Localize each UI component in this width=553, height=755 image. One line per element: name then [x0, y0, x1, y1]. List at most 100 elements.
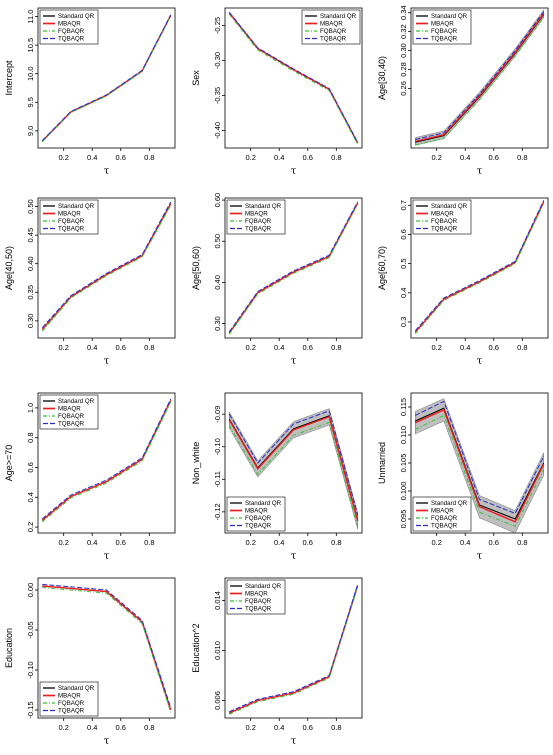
series-line-2 — [229, 586, 359, 715]
x-tick-label: 0.2 — [245, 343, 255, 352]
panel-7: 0.2 0.4 0.6 0.8 τ -0.09 -0.10 -0.11 -0.12 Non_whi… — [191, 392, 363, 562]
legend-label-3: TQBAQR — [58, 421, 85, 428]
series-line-2 — [41, 401, 172, 523]
panel-8: 0.2 0.4 0.6 0.8 τ 0.095 0.100 0.105 0.110 0.115 Un… — [377, 392, 549, 562]
y-tick-label: 0.4 — [399, 288, 408, 298]
x-tick-label: 0.2 — [431, 153, 441, 162]
y-tick-label: 0.110 — [399, 426, 408, 444]
y-axis-label: Age[40,50) — [4, 246, 14, 290]
y-tick-label: -0.10 — [26, 661, 35, 678]
x-tick-label: 0.2 — [58, 153, 68, 162]
plot-frame — [224, 577, 363, 719]
x-tick-label: 0.6 — [303, 538, 313, 547]
legend-label-3: TQBAQR — [245, 523, 272, 530]
plot-frame — [224, 7, 363, 149]
x-tick-label: 0.8 — [144, 538, 154, 547]
confidence-band — [229, 408, 358, 530]
series-line-3 — [41, 201, 172, 329]
legend-label-2: FQBAQR — [58, 28, 85, 35]
y-tick-label: 0.105 — [399, 454, 408, 473]
legend-label-0: Standard QR — [245, 500, 282, 507]
legend-label-2: FQBAQR — [245, 515, 272, 522]
legend-label-0: Standard QR — [320, 13, 357, 20]
y-tick-label: 0.6 — [26, 462, 35, 472]
x-tick-label: 0.8 — [144, 153, 154, 162]
y-tick-label: 0.60 — [213, 193, 222, 208]
legend-label-0: Standard QR — [245, 583, 282, 590]
legend-label-0: Standard QR — [431, 203, 468, 210]
x-tick-label: 0.2 — [58, 723, 68, 732]
legend-label-1: MBAQR — [245, 211, 268, 218]
legend-label-1: MBAQR — [58, 21, 81, 28]
x-tick-label: 0.8 — [517, 343, 527, 352]
legend-label-2: FQBAQR — [245, 218, 272, 225]
series-line-2 — [41, 15, 172, 143]
legend-label-1: MBAQR — [431, 211, 454, 218]
x-tick-label: 0.8 — [144, 343, 154, 352]
y-tick-label: 10.0 — [26, 66, 35, 81]
legend-label-0: Standard QR — [431, 13, 468, 20]
y-tick-label: 9.0 — [26, 126, 35, 136]
series-line-2 — [415, 17, 545, 146]
panel-4: 0.2 0.4 0.6 0.8 τ 0.30 0.40 0.50 0.60 Age[50,60) S… — [191, 193, 363, 367]
legend-label-1: MBAQR — [245, 591, 268, 598]
series-line-3 — [228, 11, 359, 143]
series-line-1 — [414, 201, 545, 333]
series-line-1 — [41, 203, 172, 330]
series-line-3 — [415, 11, 545, 140]
x-tick-label: 0.4 — [274, 538, 284, 547]
legend-label-0: Standard QR — [58, 203, 95, 210]
series-line-1 — [228, 415, 359, 522]
series-line-2 — [414, 203, 545, 334]
legend-label-2: FQBAQR — [58, 413, 85, 420]
x-tick-label: 0.4 — [87, 538, 97, 547]
x-tick-label: 0.6 — [116, 723, 126, 732]
panel-9: 0.2 0.4 0.6 0.8 τ -0.15 -0.10 -0.05 0.00 Educatio… — [4, 577, 176, 747]
legend-label-3: TQBAQR — [58, 708, 85, 715]
x-tick-label: 0.2 — [431, 343, 441, 352]
series-line-3 — [41, 14, 172, 141]
y-tick-label: 0.5 — [399, 258, 408, 268]
y-tick-label: 0.26 — [399, 81, 408, 96]
x-tick-label: 0.4 — [274, 153, 284, 162]
y-tick-label: 0.4 — [26, 492, 35, 502]
x-axis-label: τ — [477, 551, 483, 562]
x-tick-label: 0.6 — [303, 153, 313, 162]
series-line-2 — [42, 587, 172, 713]
series-line-1 — [41, 400, 172, 521]
y-tick-label: 0.30 — [26, 314, 35, 329]
legend-label-3: TQBAQR — [431, 36, 458, 43]
series-line-3 — [414, 200, 545, 332]
x-tick-label: 0.6 — [116, 343, 126, 352]
panel-6: 0.2 0.4 0.6 0.8 τ 0.2 0.4 0.6 0.8 1.0 Age>=70 Stand… — [4, 392, 176, 562]
x-axis-label: τ — [291, 356, 297, 367]
x-tick-label: 0.6 — [489, 538, 499, 547]
panel-5: 0.2 0.4 0.6 0.8 τ 0.3 0.4 0.5 0.6 0.7 Age[60,70) St… — [377, 197, 549, 367]
panel-10: 0.2 0.4 0.6 0.8 τ 0.006 0.010 0.014 Education^2 S… — [191, 577, 363, 747]
x-axis-label: τ — [477, 356, 483, 367]
y-tick-label: 0.115 — [399, 398, 408, 416]
x-tick-label: 0.6 — [303, 343, 313, 352]
x-tick-label: 0.8 — [331, 723, 341, 732]
x-axis-label: τ — [104, 356, 110, 367]
y-axis-label: Education^2 — [191, 623, 201, 672]
legend-label-0: Standard QR — [58, 13, 95, 20]
y-tick-label: -0.11 — [213, 471, 222, 488]
y-tick-label: -0.10 — [213, 438, 222, 455]
y-axis-label: Age[30,40) — [377, 56, 387, 100]
y-axis-label: Age>=70 — [4, 445, 14, 482]
x-tick-label: 0.4 — [274, 723, 284, 732]
legend-label-2: FQBAQR — [58, 700, 85, 707]
y-tick-label: 0.095 — [399, 510, 408, 529]
y-axis-label: Unmarried — [377, 442, 387, 484]
plot-frame — [410, 7, 549, 149]
series-line-3 — [42, 583, 172, 708]
y-tick-label: -0.15 — [26, 701, 35, 718]
series-line-2 — [41, 205, 172, 332]
y-axis-label: Age[60,70) — [377, 246, 387, 290]
